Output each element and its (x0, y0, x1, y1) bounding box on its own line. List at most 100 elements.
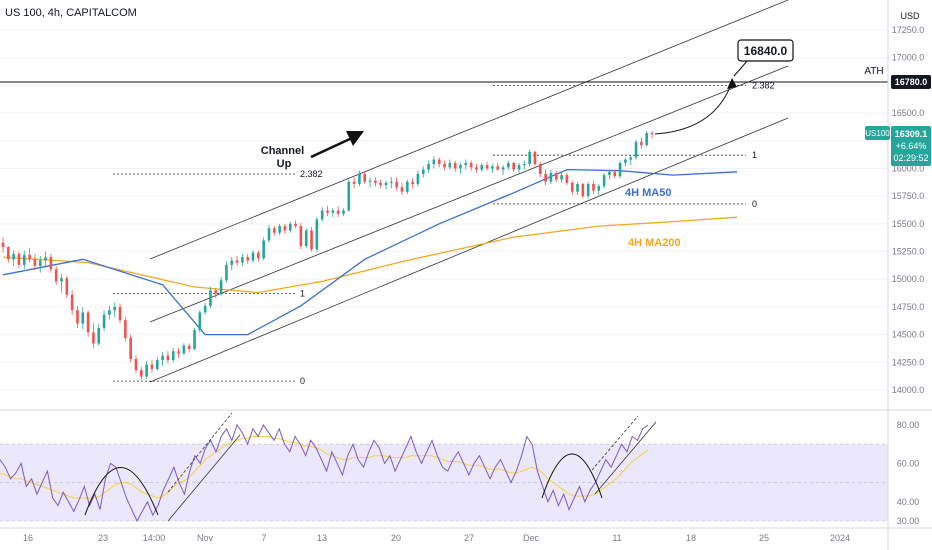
rsi-line (0, 423, 649, 523)
rsi-channel-left-bottom (167, 434, 241, 522)
rsi-tick-label: 60.00 (897, 458, 920, 468)
candle (459, 162, 462, 174)
candle (597, 183, 601, 196)
candle (416, 170, 420, 187)
candle (273, 226, 276, 237)
candle (512, 161, 515, 172)
fib-level-label: 0 (300, 376, 305, 386)
time-tick-label: 11 (612, 533, 621, 543)
candle (108, 305, 111, 320)
candle (342, 208, 345, 217)
candle (523, 160, 526, 170)
candle (549, 169, 553, 184)
candle (214, 288, 218, 299)
fib-level-label: 1 (300, 289, 305, 299)
candle (358, 170, 361, 187)
fib-levels-left: 0 1 2.382 (113, 169, 323, 386)
candle (640, 137, 643, 149)
rsi-channel-left-top (167, 412, 233, 493)
fib-levels-right: 0 1 2.382 (493, 80, 775, 209)
time-axis-ticks: 16 23 14:00 Nov 7 13 20 27 Dec 11 18 25 2024 (23, 533, 850, 543)
candle (304, 228, 308, 249)
candle (469, 160, 473, 171)
rsi-axis-ticks: 80.00 60.00 40.00 30.00 (897, 420, 920, 526)
candle (336, 206, 340, 218)
candle (60, 273, 63, 293)
candle (395, 177, 398, 191)
candle (464, 159, 468, 170)
symbol-tag (865, 126, 890, 140)
candle (528, 149, 531, 167)
candle (129, 334, 132, 363)
rsi-tick-label: 30.00 (897, 516, 920, 526)
candle (28, 248, 31, 263)
projection-curve (654, 81, 733, 135)
candle (230, 257, 234, 271)
candle (517, 162, 521, 174)
candle (257, 250, 260, 262)
symbol-title: US 100, 4h, CAPITALCOM (5, 7, 137, 19)
candle (496, 162, 500, 171)
rsi-tick-label: 80.00 (897, 420, 920, 430)
candle (161, 352, 164, 366)
candle (17, 251, 21, 269)
candle (246, 253, 250, 264)
price-tick-label: 15000.0 (892, 274, 925, 284)
candlestick-series (1, 130, 654, 381)
currency-label: USD (900, 11, 920, 21)
rsi-channel-right-bottom (594, 421, 657, 495)
candle (150, 360, 154, 374)
candle (602, 172, 606, 189)
candle (650, 130, 654, 139)
ma200-line (2, 216, 738, 294)
candle (624, 157, 627, 167)
candle (411, 178, 414, 189)
candle (618, 160, 622, 179)
candle (331, 208, 335, 218)
bar-countdown: 02:29:52 (893, 153, 928, 163)
candle (427, 160, 430, 173)
candle (33, 253, 37, 271)
candle (140, 366, 143, 381)
candle (251, 250, 255, 263)
candle (363, 171, 367, 184)
candle (283, 223, 287, 234)
target-box (737, 39, 794, 62)
candle (124, 316, 127, 342)
candle (92, 323, 95, 348)
rsi-arc-right (541, 453, 603, 499)
candle (145, 361, 148, 379)
channel-middle-line (149, 65, 789, 323)
candle (193, 327, 196, 351)
candle (49, 253, 53, 273)
candle (421, 166, 425, 178)
candle (326, 206, 329, 217)
candle (634, 139, 638, 160)
ath-price-tag (891, 75, 931, 90)
candle (22, 250, 26, 270)
ath-price-tag-text: 16780.0 (895, 77, 928, 87)
rsi-arc-left (84, 467, 159, 516)
channel-upper-line (149, 0, 789, 260)
candle (86, 310, 90, 337)
time-tick-label: 27 (464, 533, 474, 543)
time-tick-label: 13 (317, 533, 327, 543)
candle (155, 356, 159, 372)
candle (134, 355, 138, 374)
candle (209, 286, 212, 309)
candle (12, 250, 15, 266)
candle (294, 220, 297, 229)
candle (203, 302, 207, 315)
time-tick-label: Dec (523, 533, 540, 543)
candle (448, 159, 452, 170)
ath-label: ATH (864, 66, 883, 77)
price-grid (0, 29, 888, 391)
candle (538, 161, 542, 178)
candle (533, 150, 537, 167)
last-price-change: +6.64% (896, 141, 927, 151)
channel-up-lines (149, 0, 789, 383)
price-tick-label: 14250.0 (892, 357, 925, 367)
rsi-tick-label: 40.00 (897, 497, 920, 507)
price-tick-label: 14750.0 (892, 302, 925, 312)
